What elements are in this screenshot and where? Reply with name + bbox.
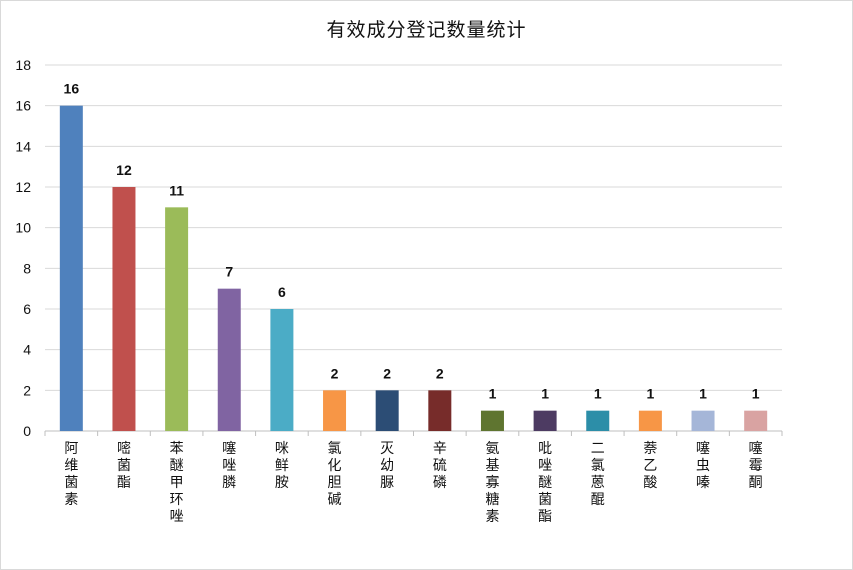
data-label: 1	[541, 386, 549, 402]
bar	[112, 187, 136, 431]
data-label: 1	[752, 386, 760, 402]
y-tick-label: 10	[15, 220, 31, 236]
category-label: 氯化胆碱	[328, 441, 342, 508]
bar	[270, 309, 294, 431]
data-label: 7	[225, 264, 233, 280]
y-tick-label: 18	[15, 57, 31, 73]
category-label: 灭幼脲	[380, 441, 394, 491]
category-label: 咪鲜胺	[275, 441, 289, 491]
bar	[375, 390, 399, 431]
category-label: 嘧菌酯	[117, 440, 131, 491]
data-label: 16	[64, 81, 80, 97]
category-label: 氨基寡糖素	[485, 441, 499, 525]
y-tick-label: 8	[23, 260, 31, 276]
category-label: 噻霉酮	[749, 440, 763, 491]
category-label: 二氯蒽醌	[591, 441, 605, 508]
category-label: 辛硫磷	[433, 441, 447, 491]
y-tick-label: 12	[15, 179, 31, 195]
bar	[586, 410, 610, 431]
data-label: 11	[169, 182, 184, 198]
category-label: 阿维菌素	[64, 441, 78, 508]
y-tick-label: 4	[23, 342, 31, 358]
bar	[638, 410, 662, 431]
y-tick-label: 0	[23, 423, 31, 439]
data-label: 6	[278, 284, 286, 300]
data-label: 1	[699, 386, 707, 402]
category-label: 噻虫嗪	[696, 440, 710, 491]
category-label: 苯醚甲环唑	[170, 440, 184, 525]
y-tick-label: 6	[23, 301, 31, 317]
chart-title: 有效成分登记数量统计	[326, 19, 527, 41]
bar	[480, 410, 504, 431]
category-label: 噻唑膦	[222, 440, 236, 491]
data-label: 2	[331, 365, 339, 381]
bar	[59, 105, 83, 432]
bar	[217, 288, 241, 431]
bar	[165, 207, 189, 431]
data-label: 2	[436, 365, 444, 381]
bar	[533, 410, 557, 431]
category-label: 萘乙酸	[643, 441, 657, 491]
data-label: 1	[594, 386, 602, 402]
y-tick-label: 16	[15, 98, 31, 114]
bar	[323, 390, 347, 431]
category-label: 吡唑醚菌酯	[538, 441, 552, 525]
y-tick-label: 14	[15, 138, 31, 154]
data-label: 2	[383, 365, 391, 381]
data-label: 1	[646, 386, 654, 402]
bar	[428, 390, 452, 431]
data-label: 12	[116, 162, 132, 178]
y-tick-label: 2	[23, 382, 31, 398]
bar	[691, 410, 715, 431]
data-label: 1	[489, 386, 497, 402]
bar	[744, 410, 768, 431]
